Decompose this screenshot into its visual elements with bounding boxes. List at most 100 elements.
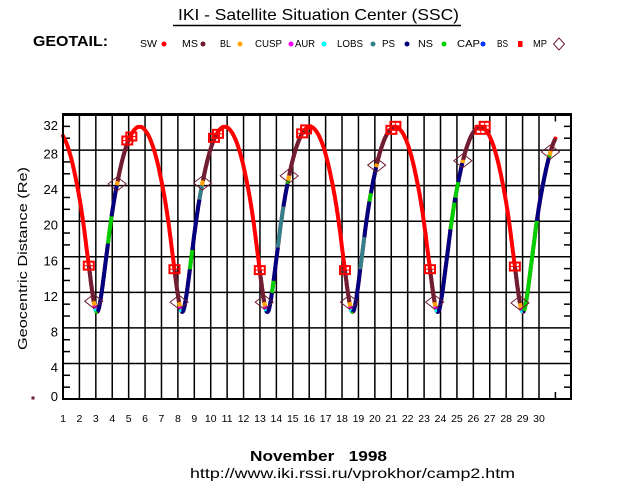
orbit-segment-ps: [281, 183, 290, 208]
orbit-chart: 1 2 3 4 5 6 7 8 9 10 11 12 13 14 15 16 17 18 19 20 21 22 23 24 2…: [44, 113, 572, 425]
orbit-segment-ns: [106, 214, 114, 246]
legend-dot-icon: [370, 41, 376, 47]
x-tick-label: 19: [353, 413, 365, 425]
orbit-segment-bl: [547, 150, 553, 157]
bs-marker: [508, 261, 521, 272]
page-title: IKI - Satellite Situation Center (SSC): [178, 7, 459, 24]
mp-marker-diamond-icon: [83, 293, 104, 309]
bs-marker: [296, 124, 313, 139]
y-tick-label: 16: [44, 253, 58, 268]
origin-marker-dot: [31, 396, 35, 400]
legend-dot-icon: [321, 41, 327, 47]
orbit-segment-ns: [285, 179, 291, 185]
orbit-segment-bl: [177, 301, 182, 308]
x-tick-label: 2: [76, 413, 82, 425]
legend-dot-icon: [480, 41, 486, 47]
bs-marker: [207, 128, 224, 143]
orbit-segment-ps: [534, 157, 551, 222]
x-tick-label: 6: [142, 413, 148, 425]
x-tick-label: 28: [500, 413, 512, 425]
source-url[interactable]: http://www.iki.rssi.ru/vprokhor/camp2.ht…: [190, 465, 515, 481]
legend-dot-icon: [237, 41, 243, 47]
legend-label: CAP: [457, 39, 480, 50]
x-tick-label: 23: [418, 413, 430, 425]
y-tick-label: 20: [44, 218, 58, 233]
legend-label: PS: [382, 39, 395, 50]
orbit-segment-bl: [432, 301, 438, 308]
x-tick-label: 21: [385, 413, 397, 425]
bs-marker: [385, 120, 402, 135]
orbit-segment-ps: [521, 309, 526, 314]
legend-square-icon: [518, 41, 523, 47]
x-tick-label: 27: [484, 413, 496, 425]
mp-marker-diamond-icon: [453, 153, 473, 169]
orbit-segment-bl: [114, 180, 120, 186]
x-tick-label: 7: [159, 413, 165, 425]
x-tick-label: 4: [109, 413, 115, 425]
grid: [63, 114, 571, 399]
y-tick-label: 28: [44, 147, 58, 162]
orbit-segment-ps: [435, 229, 453, 314]
orbit-segment-aur: [93, 307, 98, 313]
mp-marker-diamond-icon: [192, 175, 213, 191]
bs-marker: [338, 265, 351, 276]
legend-item-aur: AUR: [295, 39, 327, 50]
orbit-segment-bl: [200, 179, 205, 186]
legend-label: MP: [533, 39, 547, 50]
orbit-segment-ps: [362, 200, 372, 238]
y-tick-label: 12: [44, 289, 58, 304]
orbit-segment-ns: [94, 309, 100, 314]
orbit-segment-bl: [91, 299, 97, 308]
orbit-segment-aur: [263, 307, 269, 313]
orbit-segment-ps: [452, 197, 458, 203]
orbit-segment-ns: [367, 192, 373, 202]
legend-item-lobs: LOBS: [337, 39, 376, 50]
boundary-markers: [82, 120, 561, 311]
orbit-segment-ns: [448, 202, 457, 231]
x-tick-label: 29: [517, 413, 529, 425]
bs-marker: [424, 264, 437, 275]
x-tick-label: 24: [435, 413, 447, 425]
legend-item-ps: PS: [382, 39, 410, 50]
x-tick-label: 26: [467, 413, 479, 425]
orbit-segment-ps: [109, 184, 119, 217]
bs-marker: [474, 120, 491, 135]
legend-item-bs: BS: [497, 39, 523, 50]
legend-item-bl: BL: [220, 39, 243, 50]
x-tick-label: 9: [191, 413, 197, 425]
x-tick-label: 14: [271, 413, 283, 425]
orbit-segment-ms: [287, 129, 306, 176]
satellite-name: GEOTAIL:: [33, 33, 108, 50]
x-tick-label: 10: [205, 413, 217, 425]
x-tick-label: 18: [336, 413, 348, 425]
legend-label: CUSP: [255, 39, 282, 50]
x-tick-label: 1: [60, 413, 66, 425]
legend-label: BS: [497, 39, 508, 50]
orbit-segment-bl: [347, 301, 353, 308]
x-tick-label: 20: [369, 413, 381, 425]
x-tick-label: 12: [238, 413, 250, 425]
legend-item-mp: MP: [533, 37, 566, 51]
orbit-segment-ns: [187, 249, 195, 270]
orbit-segment-ms: [257, 269, 267, 304]
orbit-segment-ms: [512, 264, 522, 305]
orbit-segment-ms: [86, 264, 96, 303]
orbit-segment-ns: [453, 181, 461, 199]
orbit-segment-ns: [269, 280, 276, 295]
orbit-segment-ps: [456, 161, 465, 184]
x-tick-label: 8: [175, 413, 181, 425]
bs-marker: [82, 260, 95, 271]
legend-dot-icon: [404, 41, 410, 47]
orbit-segment-aur: [519, 308, 525, 314]
orbit-segment-lobs: [358, 235, 367, 270]
legend-label: BL: [220, 39, 231, 50]
x-tick-label: 16: [303, 413, 315, 425]
legend-label: SW: [140, 39, 158, 50]
legend-dot-icon: [441, 41, 447, 47]
x-tick-label: 3: [93, 413, 99, 425]
mp-marker-diamond-icon: [540, 144, 561, 160]
mp-marker-diamond-icon: [339, 294, 360, 310]
bs-marker: [121, 131, 138, 146]
y-tick-label: 24: [44, 182, 58, 197]
legend-label: MS: [182, 39, 198, 50]
